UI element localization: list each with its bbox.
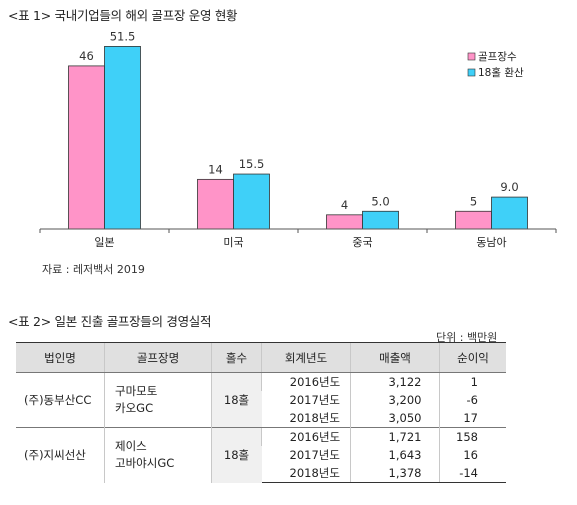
year-cell: 2017년도 (289, 448, 340, 462)
course-name: 제이스 고바야시GC (104, 427, 212, 483)
header-year: 회계년도 (261, 342, 351, 373)
corp-name: (주)지씨선산 (16, 427, 105, 483)
table1-title: <표 1> 국내기업들의 해외 골프장 운영 현황 (8, 8, 238, 23)
sales-cell: 1,643 (350, 446, 440, 464)
year-cell: 2018년도 (289, 411, 340, 425)
course-name-line: 제이스 (115, 439, 147, 454)
table-header-row: 법인명 골프장명 홀수 회계년도 매출액 순이익 (16, 342, 506, 373)
year-cell: 2016년도 (261, 372, 351, 391)
data-label: 51.5 (110, 29, 136, 43)
table-row: 2017년도 1,643 16 (16, 446, 506, 464)
header-profit: 순이익 (439, 342, 506, 373)
data-label: 14 (208, 162, 223, 176)
profit-cell: 158 (439, 427, 506, 446)
profit-cell: 17 (439, 409, 506, 428)
data-label: 5 (470, 194, 477, 208)
header-sales: 매출액 (350, 342, 440, 373)
category-label: 동남아 (476, 236, 506, 249)
table-row: 2017년도 3,200 -6 (16, 391, 506, 409)
bar (197, 178, 234, 230)
header-corp: 법인명 (16, 342, 105, 373)
data-label: 15.5 (239, 157, 265, 171)
sales-cell: 3,200 (350, 391, 440, 409)
header-holes: 홀수 (211, 342, 262, 373)
table2-title: <표 2> 일본 진출 골프장들의 경영실적 (8, 314, 212, 329)
results-table: 법인명 골프장명 홀수 회계년도 매출액 순이익 (주)동부산CC 구마모토 카… (16, 342, 506, 483)
table2-unit: 단위 : 백만원 (436, 331, 498, 344)
holes-cell: 18홀 (211, 372, 262, 428)
corp-name: (주)동부산CC (16, 372, 105, 428)
table-row: (주)동부산CC 구마모토 카오GC 18홀 2016년도 3,122 1 (16, 372, 506, 428)
sales-cell: 3,050 (350, 409, 440, 428)
sales-cell: 1,721 (350, 427, 440, 446)
year-cell: 2018년도 (261, 464, 351, 483)
course-name: 구마모토 카오GC (104, 372, 212, 428)
holes-cell: 18홀 (211, 427, 262, 483)
bar-chart: 46 51.5 일본 14 15.5 미국 4 5.0 중국 5 9.0 동남아 골프장수 18홀 환산 (39, 29, 557, 249)
category-label: 일본 (94, 235, 114, 249)
bar (491, 196, 528, 230)
year-cell: 2016년도 (261, 427, 351, 446)
course-name-line: 고바야시GC (115, 456, 175, 471)
header-course: 골프장명 (104, 342, 212, 373)
course-name-line: 카오GC (115, 401, 154, 415)
table-row: (주)지씨선산 제이스 고바야시GC 18홀 2016년도 1,721 158 (16, 427, 506, 483)
bar (68, 65, 105, 230)
category-label: 중국 (352, 236, 372, 249)
profit-cell: 1 (439, 372, 506, 391)
table-row: 2018년도 3,050 17 (16, 409, 506, 428)
course-name-line: 구마모토 (115, 384, 158, 398)
bar (455, 210, 492, 230)
profit-cell: -14 (439, 464, 506, 483)
sales-cell: 1,378 (350, 464, 440, 483)
category-label: 미국 (223, 236, 243, 249)
data-label: 5.0 (371, 194, 389, 208)
table-row: 2018년도 1,378 -14 (16, 464, 506, 483)
bar (326, 214, 363, 230)
sales-cell: 3,122 (350, 372, 440, 391)
profit-cell: -6 (439, 391, 506, 409)
legend-label: 골프장수 (478, 51, 517, 63)
legend-label: 18홀 환산 (478, 66, 524, 79)
bar (362, 210, 399, 230)
data-label: 4 (341, 198, 348, 212)
bar (233, 173, 270, 230)
legend-swatch (467, 52, 476, 61)
data-label: 46 (79, 49, 94, 63)
profit-cell: 16 (439, 446, 506, 464)
data-label: 9.0 (500, 180, 518, 194)
year-cell: 2017년도 (289, 393, 340, 407)
chart-source: 자료 : 레저백서 2019 (42, 263, 145, 276)
bar (104, 46, 141, 230)
legend-swatch (467, 68, 476, 77)
